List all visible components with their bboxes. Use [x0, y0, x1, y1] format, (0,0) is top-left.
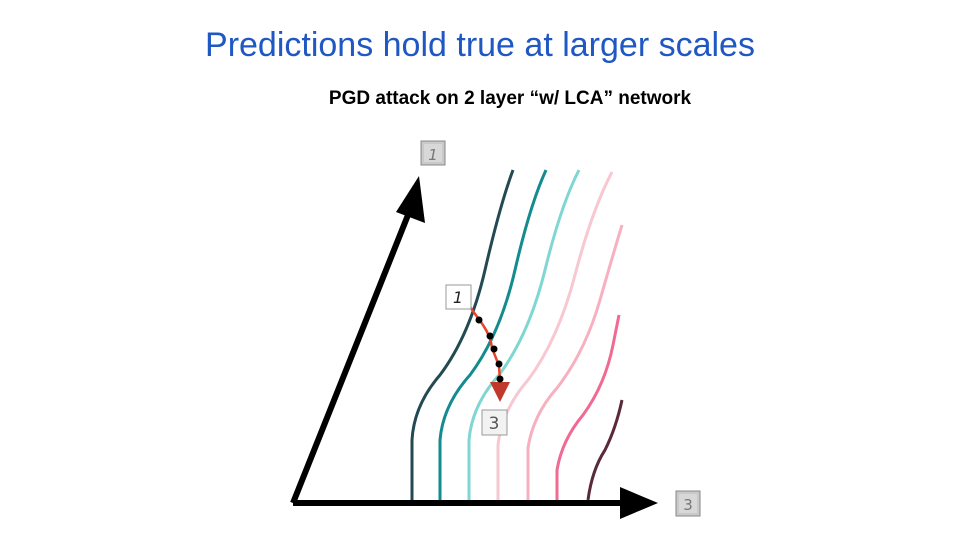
y-axis-arrowhead — [396, 176, 425, 223]
trajectory-point — [475, 316, 483, 324]
contour-lines — [410, 169, 624, 501]
contour-line-2 — [438, 169, 548, 500]
trajectory-point — [496, 375, 504, 383]
start-digit: 1 — [453, 288, 463, 307]
slide-title: Predictions hold true at larger scales — [205, 26, 755, 64]
axis-x-digit: 3 — [683, 496, 693, 514]
trajectory-point — [490, 345, 498, 353]
contour-line-4 — [496, 171, 614, 500]
axes — [290, 176, 658, 519]
axis-x-digit-thumbnail: 3 — [675, 490, 701, 517]
contour-line-5 — [526, 224, 624, 500]
contour-line-1 — [410, 169, 515, 500]
trajectory-point — [486, 332, 494, 340]
attack-trajectory — [468, 306, 510, 402]
start-digit-thumbnail: 1 — [445, 284, 472, 310]
slide-subtitle: PGD attack on 2 layer “w/ LCA” network — [328, 88, 692, 109]
contour-line-7 — [586, 399, 624, 501]
axis-y-digit: 1 — [428, 146, 438, 164]
trajectory-point — [495, 360, 503, 368]
y-axis-line — [290, 203, 415, 505]
contour-line-3 — [467, 169, 581, 500]
end-digit: 3 — [489, 414, 500, 434]
x-axis-arrowhead — [620, 487, 658, 519]
contour-line-6 — [555, 314, 621, 500]
axis-y-digit-thumbnail: 1 — [420, 140, 446, 166]
end-digit-thumbnail: 3 — [481, 409, 508, 436]
